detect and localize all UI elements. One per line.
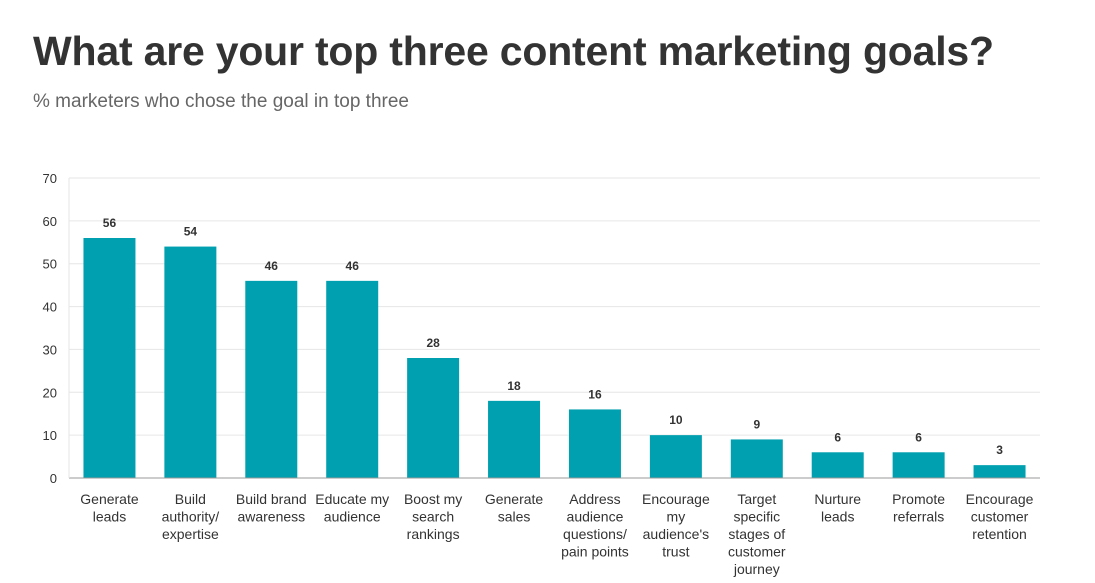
bar [973,465,1026,478]
category-label-line: specific [733,509,780,525]
data-label: 16 [588,387,602,401]
category-label-line: Boost my [404,491,462,507]
category-label: Encourage my audience's trust [642,491,710,560]
category-label-line: customer [971,509,1029,525]
category-label-line: trust [662,544,689,560]
y-tick-label: 70 [43,171,57,186]
category-label-line: Build brand [236,491,307,507]
category-label-line: leads [93,509,126,525]
category-label-line: search [412,509,454,525]
category-label: Target specific stages of customer journey [728,491,786,577]
category-label-line: journey [733,561,780,577]
bar [164,246,217,478]
category-label-line: Educate my [315,491,389,507]
category-label-line: referrals [893,509,944,525]
category-label-line: awareness [237,509,305,525]
category-label-line: Build [175,491,206,507]
y-tick-label: 0 [50,471,57,486]
category-label-line: pain points [561,544,629,560]
bar [811,452,864,478]
category-label-line: retention [972,526,1026,542]
category-label-line: sales [498,509,531,525]
data-label: 56 [103,216,117,230]
bar [649,435,702,478]
category-label-line: Target [737,491,776,507]
y-tick-label: 20 [43,385,57,400]
category-label-line: rankings [407,526,460,542]
category-label-line: Encourage [966,491,1034,507]
data-label: 3 [996,443,1003,457]
category-label: Encourage customer retention [966,491,1034,542]
category-label-line: audience's [643,526,710,542]
bar [488,400,541,478]
category-label-line: Encourage [642,491,710,507]
bar [892,452,945,478]
data-label: 10 [669,413,683,427]
data-label: 6 [834,430,841,444]
category-label: Promote referrals [892,491,945,525]
category-label-line: Generate [80,491,139,507]
gridlines [69,177,1040,436]
category-label-line: questions/ [563,526,627,542]
data-labels: 56 54 46 46 28 18 16 10 9 6 6 3 [103,216,1003,457]
category-label: Boost my search rankings [404,491,462,542]
bar [568,409,621,478]
category-label: Generate sales [485,491,544,525]
data-label: 9 [753,417,760,431]
category-label-line: leads [821,509,854,525]
category-label: Educate my audience [315,491,389,525]
category-label-line: Generate [485,491,544,507]
data-label: 46 [346,259,360,273]
y-tick-label: 30 [43,342,57,357]
y-tick-label: 40 [43,300,57,315]
category-label-line: Nurture [814,491,861,507]
data-label: 28 [426,336,440,350]
bar [407,358,460,478]
category-label-line: authority/ [162,509,220,525]
bars [83,238,1026,478]
category-label-line: Address [569,491,620,507]
y-tick-label: 10 [43,428,57,443]
y-tick-label: 50 [43,257,57,272]
chart-subtitle: % marketers who chose the goal in top th… [33,91,409,112]
data-label: 54 [184,225,198,239]
axes [68,178,1040,479]
category-label-line: stages of [728,526,785,542]
category-label-line: my [667,509,686,525]
data-label: 6 [915,430,922,444]
chart-title: What are your top three content marketin… [33,28,994,74]
category-label-line: Promote [892,491,945,507]
bar [326,280,379,478]
data-label: 18 [507,379,521,393]
category-label-line: expertise [162,526,219,542]
category-label: Generate leads [80,491,139,525]
category-label: Address audience questions/pain points [561,491,629,560]
data-label: 46 [265,259,279,273]
y-axis-ticks: 0 10 20 30 40 50 60 70 [43,171,57,486]
bar [730,439,783,478]
bar [245,280,298,478]
category-label: Build brand awareness [236,491,307,525]
category-label-line: audience [567,509,624,525]
category-label-line: customer [728,544,786,560]
category-label: Nurture leads [814,491,861,525]
category-label: Build authority/expertise [162,491,220,542]
bar [83,238,136,478]
y-tick-label: 60 [43,214,57,229]
category-label-line: audience [324,509,381,525]
